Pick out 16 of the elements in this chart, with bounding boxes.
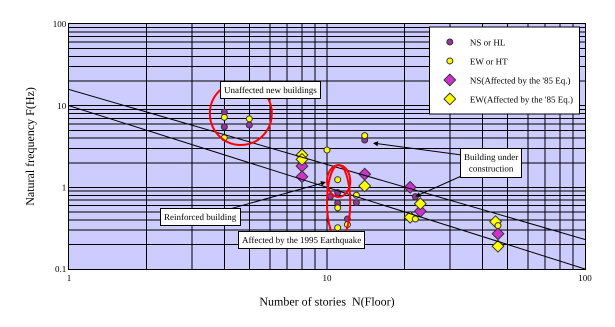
y-tick-label: 10 [57,100,67,111]
legend-label: NS(Affected by the '85 Eq.) [470,75,571,86]
annotation: Unaffected new buildings [224,85,318,95]
legend-label: EW(Affected by the '85 Eq.) [470,94,574,104]
x-tick-label: 10 [322,272,332,283]
legend-label: NS or HL [470,37,506,48]
y-tick-label: 0.1 [54,264,66,274]
annotation: Affected by the 1995 Earthquake [242,235,362,245]
x-axis-title: Number of stories N(Floor) [259,294,395,309]
legend-label: EW or HT [470,56,508,66]
annotation: Reinforced building [164,212,237,222]
y-tick-label: 100 [52,19,67,30]
y-tick-label: 1 [62,182,66,192]
y-axis-title: Natural frequency F(Hz) [23,87,37,206]
x-tick-label: 100 [578,272,592,283]
annotation: Building under construction [464,152,518,174]
